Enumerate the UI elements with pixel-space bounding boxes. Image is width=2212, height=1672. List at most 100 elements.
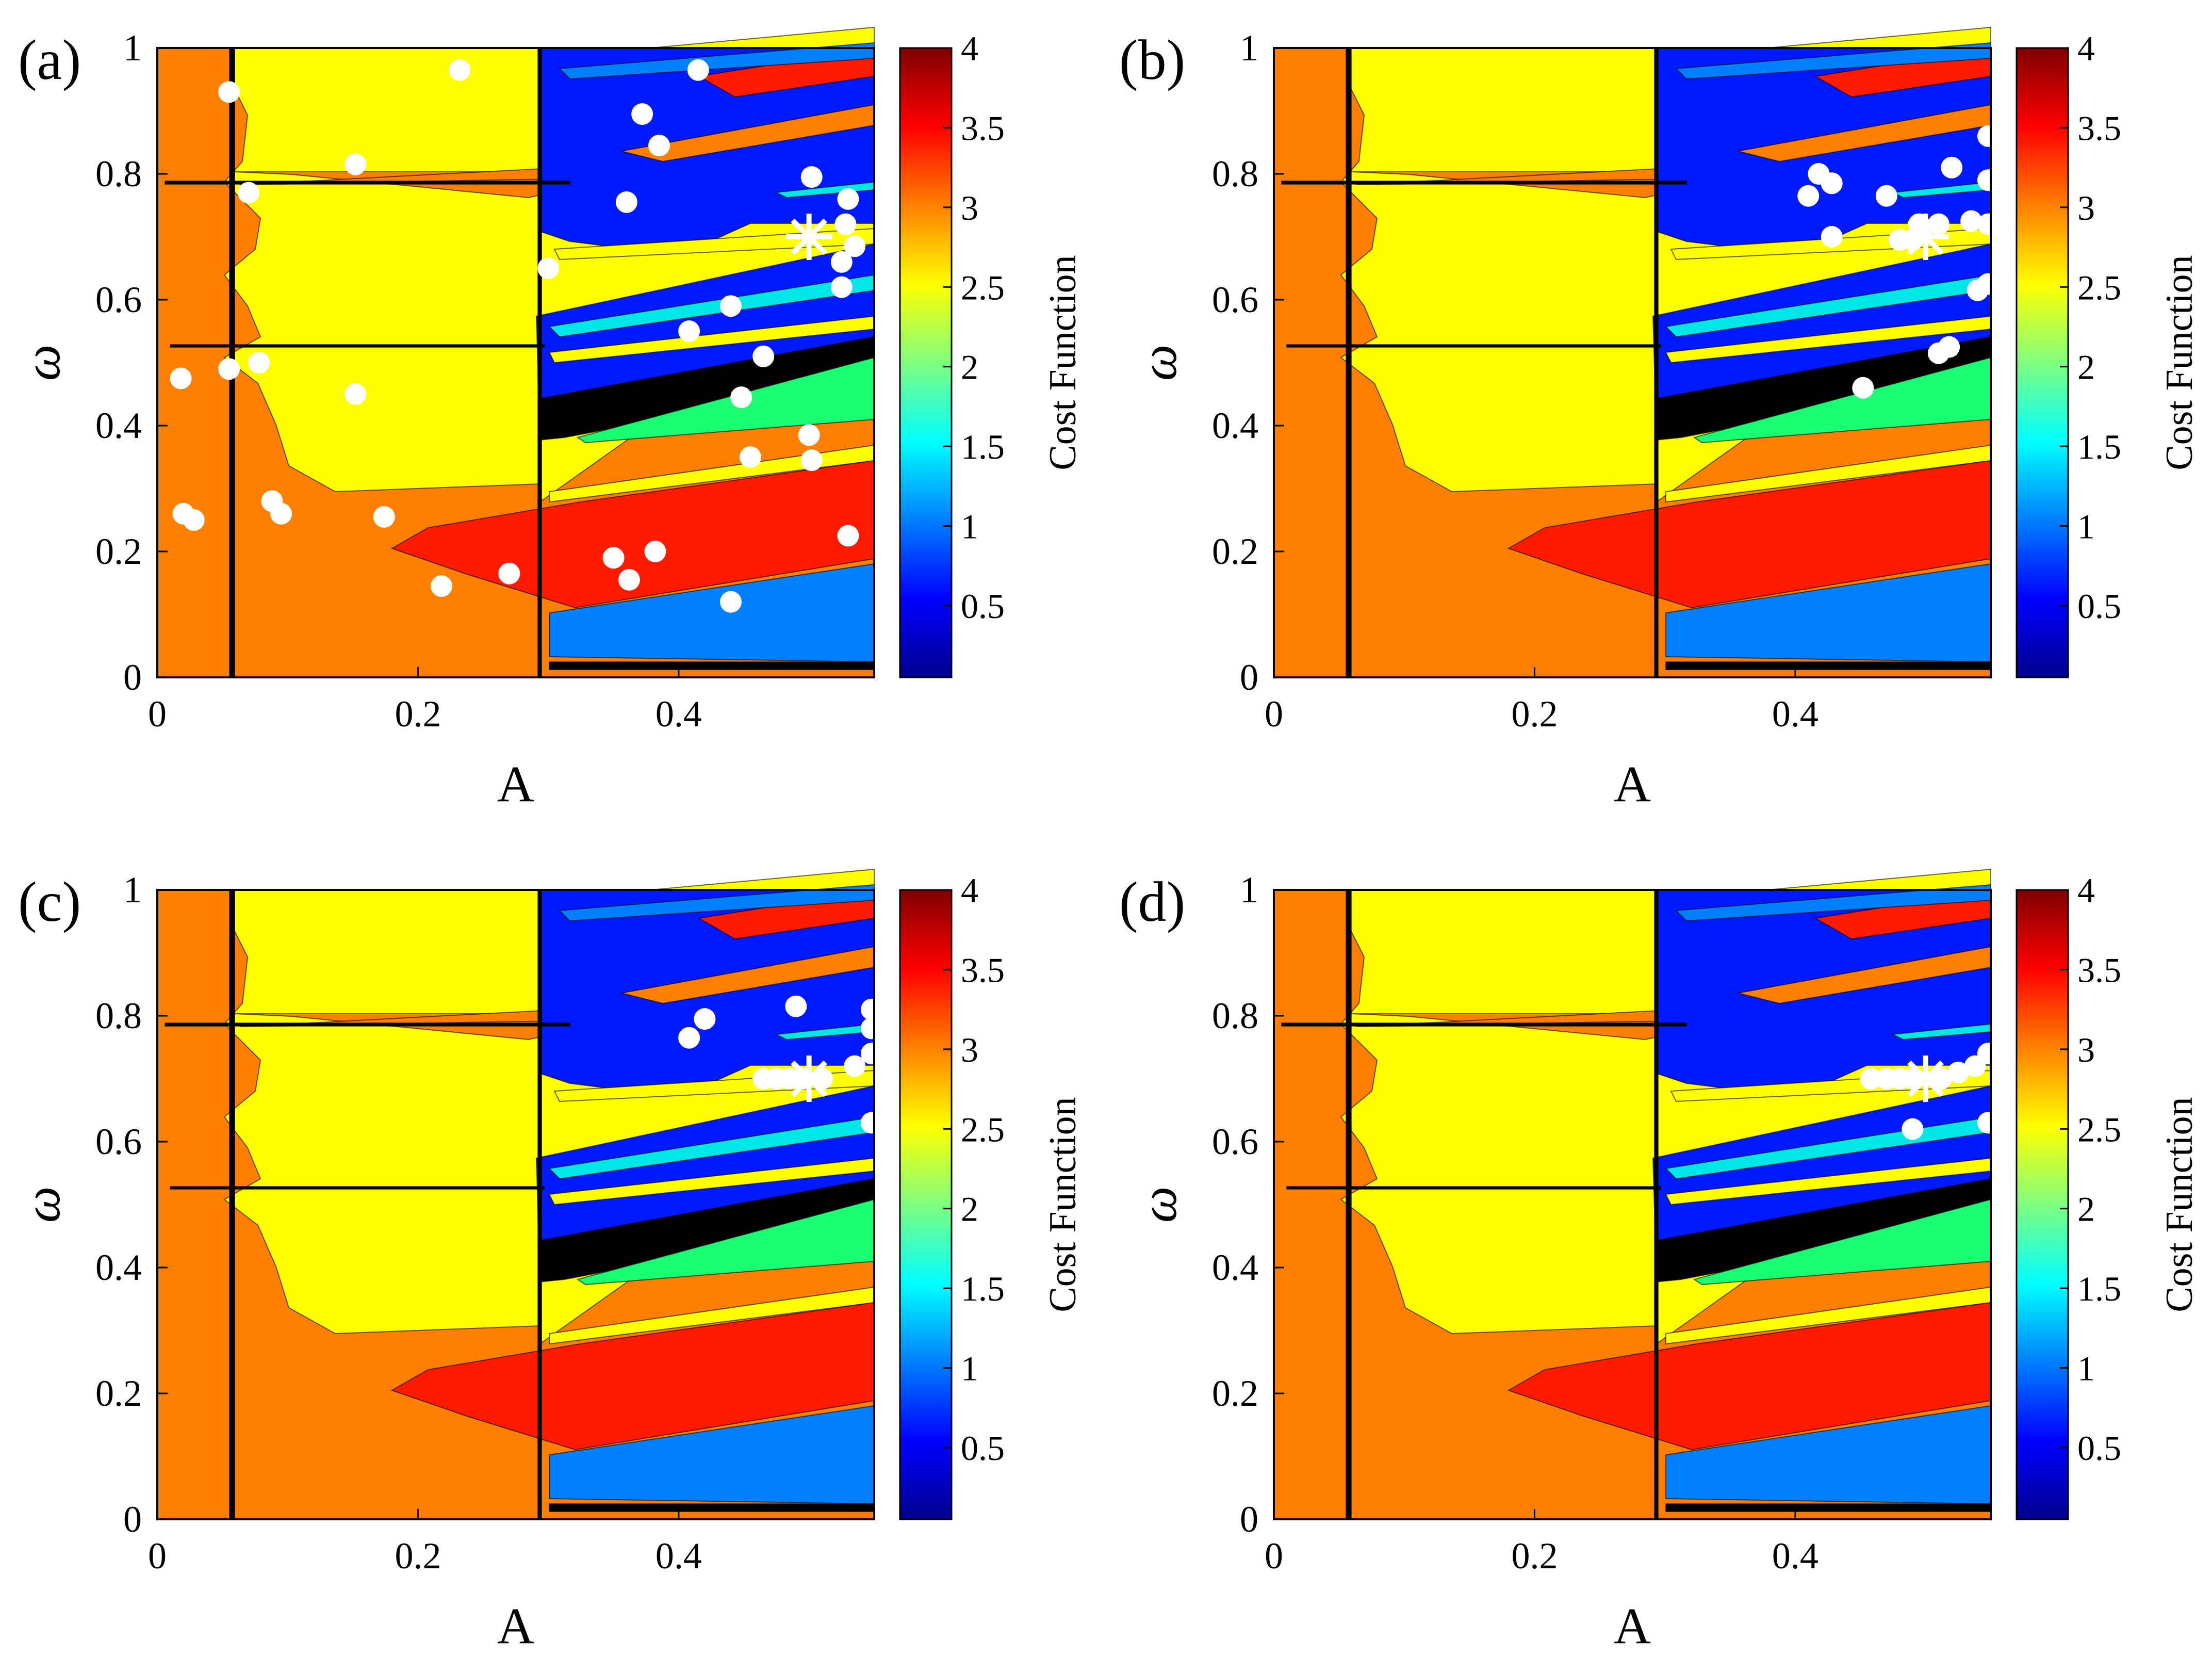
colorbar-tick-label: 4 [961, 871, 978, 910]
data-point [183, 509, 205, 531]
y-ticks: 0 0.2 0.4 0.6 0.8 1 [95, 869, 168, 1540]
region-black-vertical-2 [537, 47, 542, 678]
panel-label: (a) [18, 28, 81, 91]
x-axis-label: A [497, 755, 534, 813]
data-point [631, 103, 653, 125]
colorbar-gradient [899, 889, 953, 1520]
data-point [218, 81, 240, 103]
data-point [615, 191, 637, 213]
y-axis-label: ω [13, 1187, 71, 1223]
data-point [648, 135, 670, 157]
colorbar-tick-label: 1.5 [2077, 427, 2121, 466]
y-tick-label: 1 [1240, 27, 1258, 69]
y-axis-label: ω [1130, 345, 1187, 381]
data-point [678, 1027, 700, 1049]
data-point [678, 320, 700, 342]
colorbar-tick-label: 2.5 [2077, 1110, 2121, 1149]
data-point [730, 386, 752, 409]
region-black-horizontal-2 [1286, 1186, 1661, 1190]
region-black-bottom-lines [549, 1503, 875, 1512]
optimum-star-stroke [1907, 1060, 1944, 1097]
optimum-star-stroke [791, 218, 827, 255]
panel-label: (b) [1119, 28, 1185, 91]
colorbar-tick-label: 3 [961, 1030, 978, 1069]
optimum-marker [1902, 214, 1949, 260]
plot-frame [156, 889, 875, 1520]
data-point [1977, 213, 1999, 235]
x-tick-label: 0.4 [1772, 1535, 1818, 1577]
colorbar-ticks: 0.5 1 1.5 2 2.5 3 3.5 4 [2060, 29, 2121, 626]
colorbar-ticks: 0.5 1 1.5 2 2.5 3 3.5 4 [943, 871, 1005, 1468]
optimum-marker [785, 214, 832, 260]
data-point [860, 998, 882, 1020]
region-black-vertical-2 [537, 889, 542, 1520]
y-tick-label: 0.2 [95, 1373, 142, 1414]
data-point [785, 995, 807, 1017]
optimum-star-stroke [791, 1060, 827, 1097]
region-black-bottom-lines [549, 661, 875, 670]
colorbar-gradient [2016, 47, 2069, 678]
data-point [860, 1017, 882, 1040]
colorbar-tick-label: 1 [2077, 507, 2095, 546]
data-point [498, 562, 520, 585]
region-black-horizontal-2 [170, 1186, 545, 1190]
x-tick-label: 0.2 [1511, 1535, 1558, 1577]
colorbar-tick-label: 3.5 [961, 950, 1005, 989]
panel-label: (c) [18, 870, 81, 933]
data-point [1860, 1068, 1882, 1090]
data-point [1977, 169, 1999, 191]
panel-b: 0 0.2 0.4 0 0.2 0.4 0.6 0.8 1 A ω (b) 0.5 1 1.5 2 2… [1119, 26, 2201, 813]
y-tick-label: 0.2 [1212, 531, 1258, 572]
x-tick-label: 0 [148, 1535, 167, 1577]
data-point [834, 213, 857, 235]
colorbar-tick-label: 4 [2077, 871, 2095, 910]
y-axis-label: ω [1130, 1187, 1187, 1223]
data-point [1941, 156, 1963, 178]
y-tick-label: 0.6 [1212, 1121, 1258, 1162]
y-tick-label: 0.4 [95, 405, 142, 446]
data-point [602, 547, 625, 569]
colorbar-tick-label: 2.5 [961, 1110, 1005, 1149]
data-point [800, 449, 823, 472]
y-ticks: 0 0.2 0.4 0.6 0.8 1 [1212, 869, 1284, 1540]
data-point [218, 358, 240, 380]
data-point [860, 1112, 882, 1134]
data-point [1977, 125, 1999, 147]
y-tick-label: 1 [123, 27, 142, 69]
colorbar-label: Cost Function [2158, 255, 2201, 470]
y-tick-label: 0.6 [95, 1121, 142, 1162]
y-tick-label: 0.2 [1212, 1373, 1258, 1414]
x-tick-label: 0.4 [1772, 693, 1818, 735]
y-tick-label: 1 [1240, 869, 1258, 911]
colorbar-tick-label: 2.5 [961, 268, 1005, 307]
region-black-horizontal-1 [165, 1022, 570, 1027]
colorbar-tick-label: 0.5 [2077, 587, 2121, 626]
colorbar-tick-label: 0.5 [2077, 1428, 2121, 1468]
region-black-horizontal-1 [1281, 1022, 1687, 1027]
data-point [830, 276, 853, 298]
colorbar-tick-label: 1 [2077, 1349, 2095, 1388]
colorbar-tick-label: 4 [961, 29, 978, 68]
data-point [752, 345, 775, 367]
y-tick-label: 0.6 [95, 279, 142, 320]
data-point [1947, 1061, 1969, 1083]
data-point [1977, 1043, 1999, 1065]
colorbar-gradient [2016, 889, 2069, 1520]
data-points [170, 59, 866, 613]
colorbar-tick-label: 3 [2077, 1030, 2095, 1069]
data-point [837, 525, 859, 547]
colorbar: 0.5 1 1.5 2 2.5 3 3.5 4 Cost Function [899, 871, 1084, 1520]
heatmap-regions [1273, 868, 1991, 1520]
y-tick-label: 0 [123, 657, 142, 698]
data-point [644, 541, 666, 562]
colorbar-tick-label: 0.5 [961, 587, 1005, 626]
colorbar: 0.5 1 1.5 2 2.5 3 3.5 4 Cost Function [2016, 871, 2201, 1520]
x-tick-label: 0 [1265, 1535, 1283, 1577]
y-tick-label: 0 [1240, 657, 1258, 698]
y-tick-label: 0.4 [95, 1247, 142, 1288]
data-point [1852, 377, 1874, 399]
region-black-bottom-lines [1665, 661, 1991, 670]
data-point [1960, 210, 1982, 232]
colorbar-tick-label: 3.5 [2077, 950, 2121, 989]
